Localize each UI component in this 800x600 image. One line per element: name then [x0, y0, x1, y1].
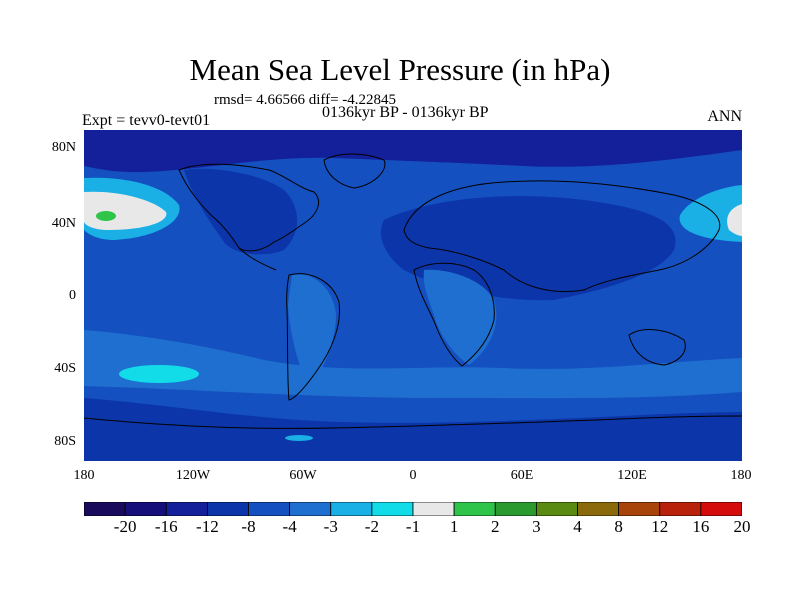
colorbar-label: -3	[323, 517, 338, 536]
colorbar-box	[206, 502, 249, 516]
arctic-low	[84, 130, 742, 173]
lat-tick-40s: 40S	[54, 361, 76, 376]
northeast-pacific-high	[679, 185, 742, 242]
plot-title: Mean Sea Level Pressure (in hPa)	[189, 52, 611, 87]
africa-field	[423, 269, 497, 365]
colorbar-box	[700, 502, 742, 516]
colorbar-box	[453, 502, 496, 516]
colorbar-box	[330, 502, 373, 516]
lon-tick-120w: 120W	[175, 468, 211, 483]
northeast-pacific-high-core	[727, 204, 742, 236]
colorbar-box	[494, 502, 537, 516]
colorbar-label: 1	[449, 517, 459, 536]
colorbar-box	[412, 502, 455, 516]
lon-tick-120e: 120E	[617, 468, 647, 483]
colorbar-label: 4	[573, 517, 582, 536]
colorbar-label: -16	[154, 517, 178, 536]
lon-tick-180w: 180	[73, 468, 95, 483]
colorbar-label: -2	[364, 517, 379, 536]
lon-tick-60w: 60W	[289, 468, 317, 483]
colorbar-label: 20	[733, 517, 751, 536]
lat-tick-80s: 80S	[54, 434, 76, 449]
colorbar-label: 3	[532, 517, 541, 536]
colorbar-label: 12	[651, 517, 669, 536]
colorbar-label: 16	[692, 517, 710, 536]
lon-tick-60e: 60E	[510, 468, 534, 483]
colorbar-box	[371, 502, 414, 516]
pressure-map	[84, 130, 742, 461]
colorbar-box	[124, 502, 167, 516]
colorbar-box	[535, 502, 578, 516]
colorbar-box	[659, 502, 702, 516]
lon-tick-0: 0	[409, 468, 417, 483]
colorbar-box	[618, 502, 661, 516]
experiment-label: Expt = tevv0-tevt01	[82, 112, 211, 129]
colorbar-label: 8	[614, 517, 623, 536]
lat-tick-0: 0	[69, 288, 76, 303]
colorbar-box	[165, 502, 208, 516]
coastlines	[84, 153, 742, 429]
colorbar	[84, 502, 742, 516]
antarctic-low	[84, 398, 742, 461]
colorbar-label: -4	[282, 517, 297, 536]
period-label: 0136kyr BP - 0136kyr BP	[322, 104, 489, 121]
map-panel	[84, 130, 742, 461]
north-america-low	[184, 168, 298, 255]
lat-tick-40n: 40N	[51, 216, 76, 231]
lat-tick-80n: 80N	[51, 140, 76, 155]
south-pacific-high	[119, 365, 199, 383]
colorbar-box	[248, 502, 291, 516]
lon-tick-180e: 180	[730, 468, 752, 483]
south-atlantic-patch	[285, 435, 313, 441]
north-pacific-max	[96, 211, 116, 221]
rmsd-diff-stats: rmsd= 4.66566 diff= -4.22845	[214, 92, 397, 108]
colorbar-label: -8	[241, 517, 256, 536]
colorbar-label: 2	[491, 517, 500, 536]
southern-ocean-band	[84, 330, 742, 399]
colorbar-box	[289, 502, 332, 516]
colorbar-label: -12	[196, 517, 219, 536]
season-label: ANN	[707, 108, 742, 125]
colorbar-label: -1	[405, 517, 421, 536]
colorbar-box	[577, 502, 620, 516]
colorbar-box	[84, 502, 126, 516]
colorbar-label: -20	[113, 517, 137, 536]
